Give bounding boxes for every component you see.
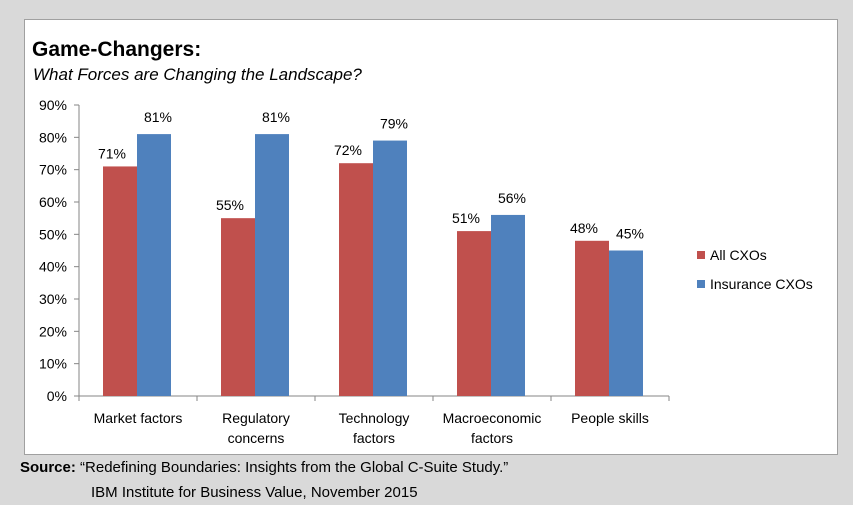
bar-all-cxos bbox=[339, 163, 373, 396]
bar-all-cxos bbox=[103, 166, 137, 396]
y-tick-label: 40% bbox=[39, 259, 67, 275]
y-tick-label: 10% bbox=[39, 356, 67, 372]
bar-all-cxos bbox=[575, 240, 609, 396]
source-label: Source: bbox=[20, 459, 76, 476]
legend-label: All CXOs bbox=[710, 247, 767, 263]
y-tick-label: 30% bbox=[39, 291, 67, 307]
y-tick-label: 20% bbox=[39, 323, 67, 339]
data-label: 72% bbox=[334, 142, 362, 158]
chart-title: Game-Changers: bbox=[32, 38, 202, 61]
data-label: 45% bbox=[616, 226, 644, 242]
bar-insurance-cxos bbox=[137, 134, 171, 396]
legend-swatch bbox=[697, 251, 705, 259]
data-label: 55% bbox=[216, 197, 244, 213]
y-tick-label: 60% bbox=[39, 194, 67, 210]
data-label: 81% bbox=[144, 109, 172, 125]
x-tick-label: concerns bbox=[228, 430, 285, 446]
y-tick-label: 50% bbox=[39, 226, 67, 242]
bar-insurance-cxos bbox=[491, 214, 525, 396]
x-tick-label: Market factors bbox=[94, 410, 183, 426]
x-tick-label: Technology bbox=[339, 410, 410, 426]
data-label: 79% bbox=[380, 116, 408, 132]
bar-insurance-cxos bbox=[255, 134, 289, 396]
data-label: 71% bbox=[98, 145, 126, 161]
y-tick-label: 90% bbox=[39, 97, 67, 113]
y-tick-label: 80% bbox=[39, 129, 67, 145]
data-label: 81% bbox=[262, 109, 290, 125]
legend-label: Insurance CXOs bbox=[710, 276, 813, 292]
data-label: 56% bbox=[498, 190, 526, 206]
data-label: 51% bbox=[452, 210, 480, 226]
x-tick-label: factors bbox=[471, 430, 513, 446]
x-tick-label: factors bbox=[353, 430, 395, 446]
source-line-2: IBM Institute for Business Value, Novemb… bbox=[91, 484, 418, 501]
bar-insurance-cxos bbox=[609, 250, 643, 396]
y-tick-label: 70% bbox=[39, 162, 67, 178]
chart-subtitle: What Forces are Changing the Landscape? bbox=[33, 65, 362, 84]
bar-all-cxos bbox=[457, 231, 491, 396]
bar-insurance-cxos bbox=[373, 140, 407, 396]
data-label: 48% bbox=[570, 220, 598, 236]
legend-swatch bbox=[697, 280, 705, 288]
x-tick-label: People skills bbox=[571, 410, 649, 426]
x-tick-label: Regulatory bbox=[222, 410, 290, 426]
bar-all-cxos bbox=[221, 218, 255, 396]
source-line-1: Source: “Redefining Boundaries: Insights… bbox=[20, 459, 508, 476]
source-citation: “Redefining Boundaries: Insights from th… bbox=[80, 459, 509, 476]
y-tick-label: 0% bbox=[47, 388, 67, 404]
x-tick-label: Macroeconomic bbox=[443, 410, 542, 426]
